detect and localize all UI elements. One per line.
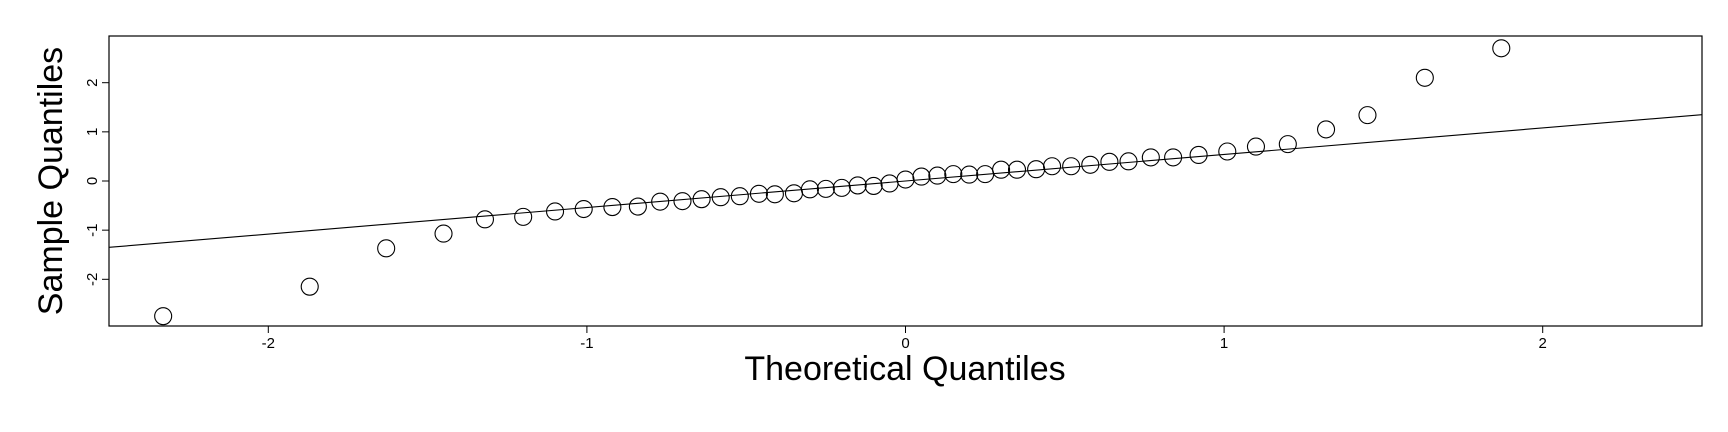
data-point xyxy=(434,224,453,243)
data-point xyxy=(377,239,396,258)
data-point xyxy=(1218,142,1237,161)
data-point xyxy=(960,165,979,184)
data-point xyxy=(992,160,1011,179)
y-tick-label: -1 xyxy=(84,223,101,236)
data-point xyxy=(800,180,819,199)
data-point xyxy=(1119,152,1138,171)
data-point xyxy=(300,277,319,296)
data-point xyxy=(711,188,730,207)
data-point xyxy=(692,190,711,209)
data-point xyxy=(784,184,804,203)
y-axis-title: Sample Quantiles xyxy=(32,47,70,315)
y-tick-label: 0 xyxy=(84,177,101,185)
data-point xyxy=(730,187,749,206)
data-point xyxy=(1081,155,1100,174)
x-tick-label: 1 xyxy=(1220,335,1228,352)
data-point xyxy=(603,198,622,217)
data-point xyxy=(765,185,784,204)
data-point xyxy=(816,179,835,198)
data-point xyxy=(832,178,851,197)
y-axis: -2 -1 0 1 2 xyxy=(84,79,109,286)
data-point xyxy=(514,207,533,226)
data-point xyxy=(1141,148,1160,167)
data-point xyxy=(1007,160,1027,179)
data-point xyxy=(848,176,867,195)
data-point xyxy=(1043,157,1062,176)
data-point xyxy=(749,184,768,203)
y-tick-label: 2 xyxy=(84,79,101,87)
y-tick-label: -2 xyxy=(84,273,101,286)
data-point xyxy=(1189,145,1208,164)
data-point xyxy=(154,307,173,326)
data-point xyxy=(1492,39,1511,58)
x-tick-label: 0 xyxy=(901,335,909,352)
data-point xyxy=(475,210,494,229)
data-point xyxy=(1164,148,1183,167)
data-point xyxy=(1062,157,1081,176)
data-point xyxy=(1317,120,1336,139)
data-point xyxy=(1246,137,1266,156)
x-tick-label: -2 xyxy=(262,335,275,352)
data-point xyxy=(574,199,593,219)
data-point xyxy=(1100,152,1119,171)
data-point xyxy=(1358,106,1377,125)
reference-line xyxy=(108,114,1703,248)
data-points xyxy=(154,39,1511,326)
data-point xyxy=(880,174,899,193)
data-point xyxy=(896,170,915,189)
data-point xyxy=(545,202,565,221)
x-axis: -2 -1 0 1 2 xyxy=(262,326,1547,352)
data-point xyxy=(1415,68,1434,87)
data-point xyxy=(928,166,947,185)
data-point xyxy=(651,192,670,211)
data-point xyxy=(864,176,883,195)
data-point xyxy=(912,167,931,186)
x-tick-label: 2 xyxy=(1539,335,1547,352)
x-tick-label: -1 xyxy=(580,335,593,352)
data-point xyxy=(944,165,963,184)
data-point xyxy=(628,197,647,216)
data-point xyxy=(1278,135,1297,154)
y-tick-label: 1 xyxy=(84,128,101,136)
data-point xyxy=(673,192,692,211)
x-axis-title: Theoretical Quantiles xyxy=(744,350,1065,388)
